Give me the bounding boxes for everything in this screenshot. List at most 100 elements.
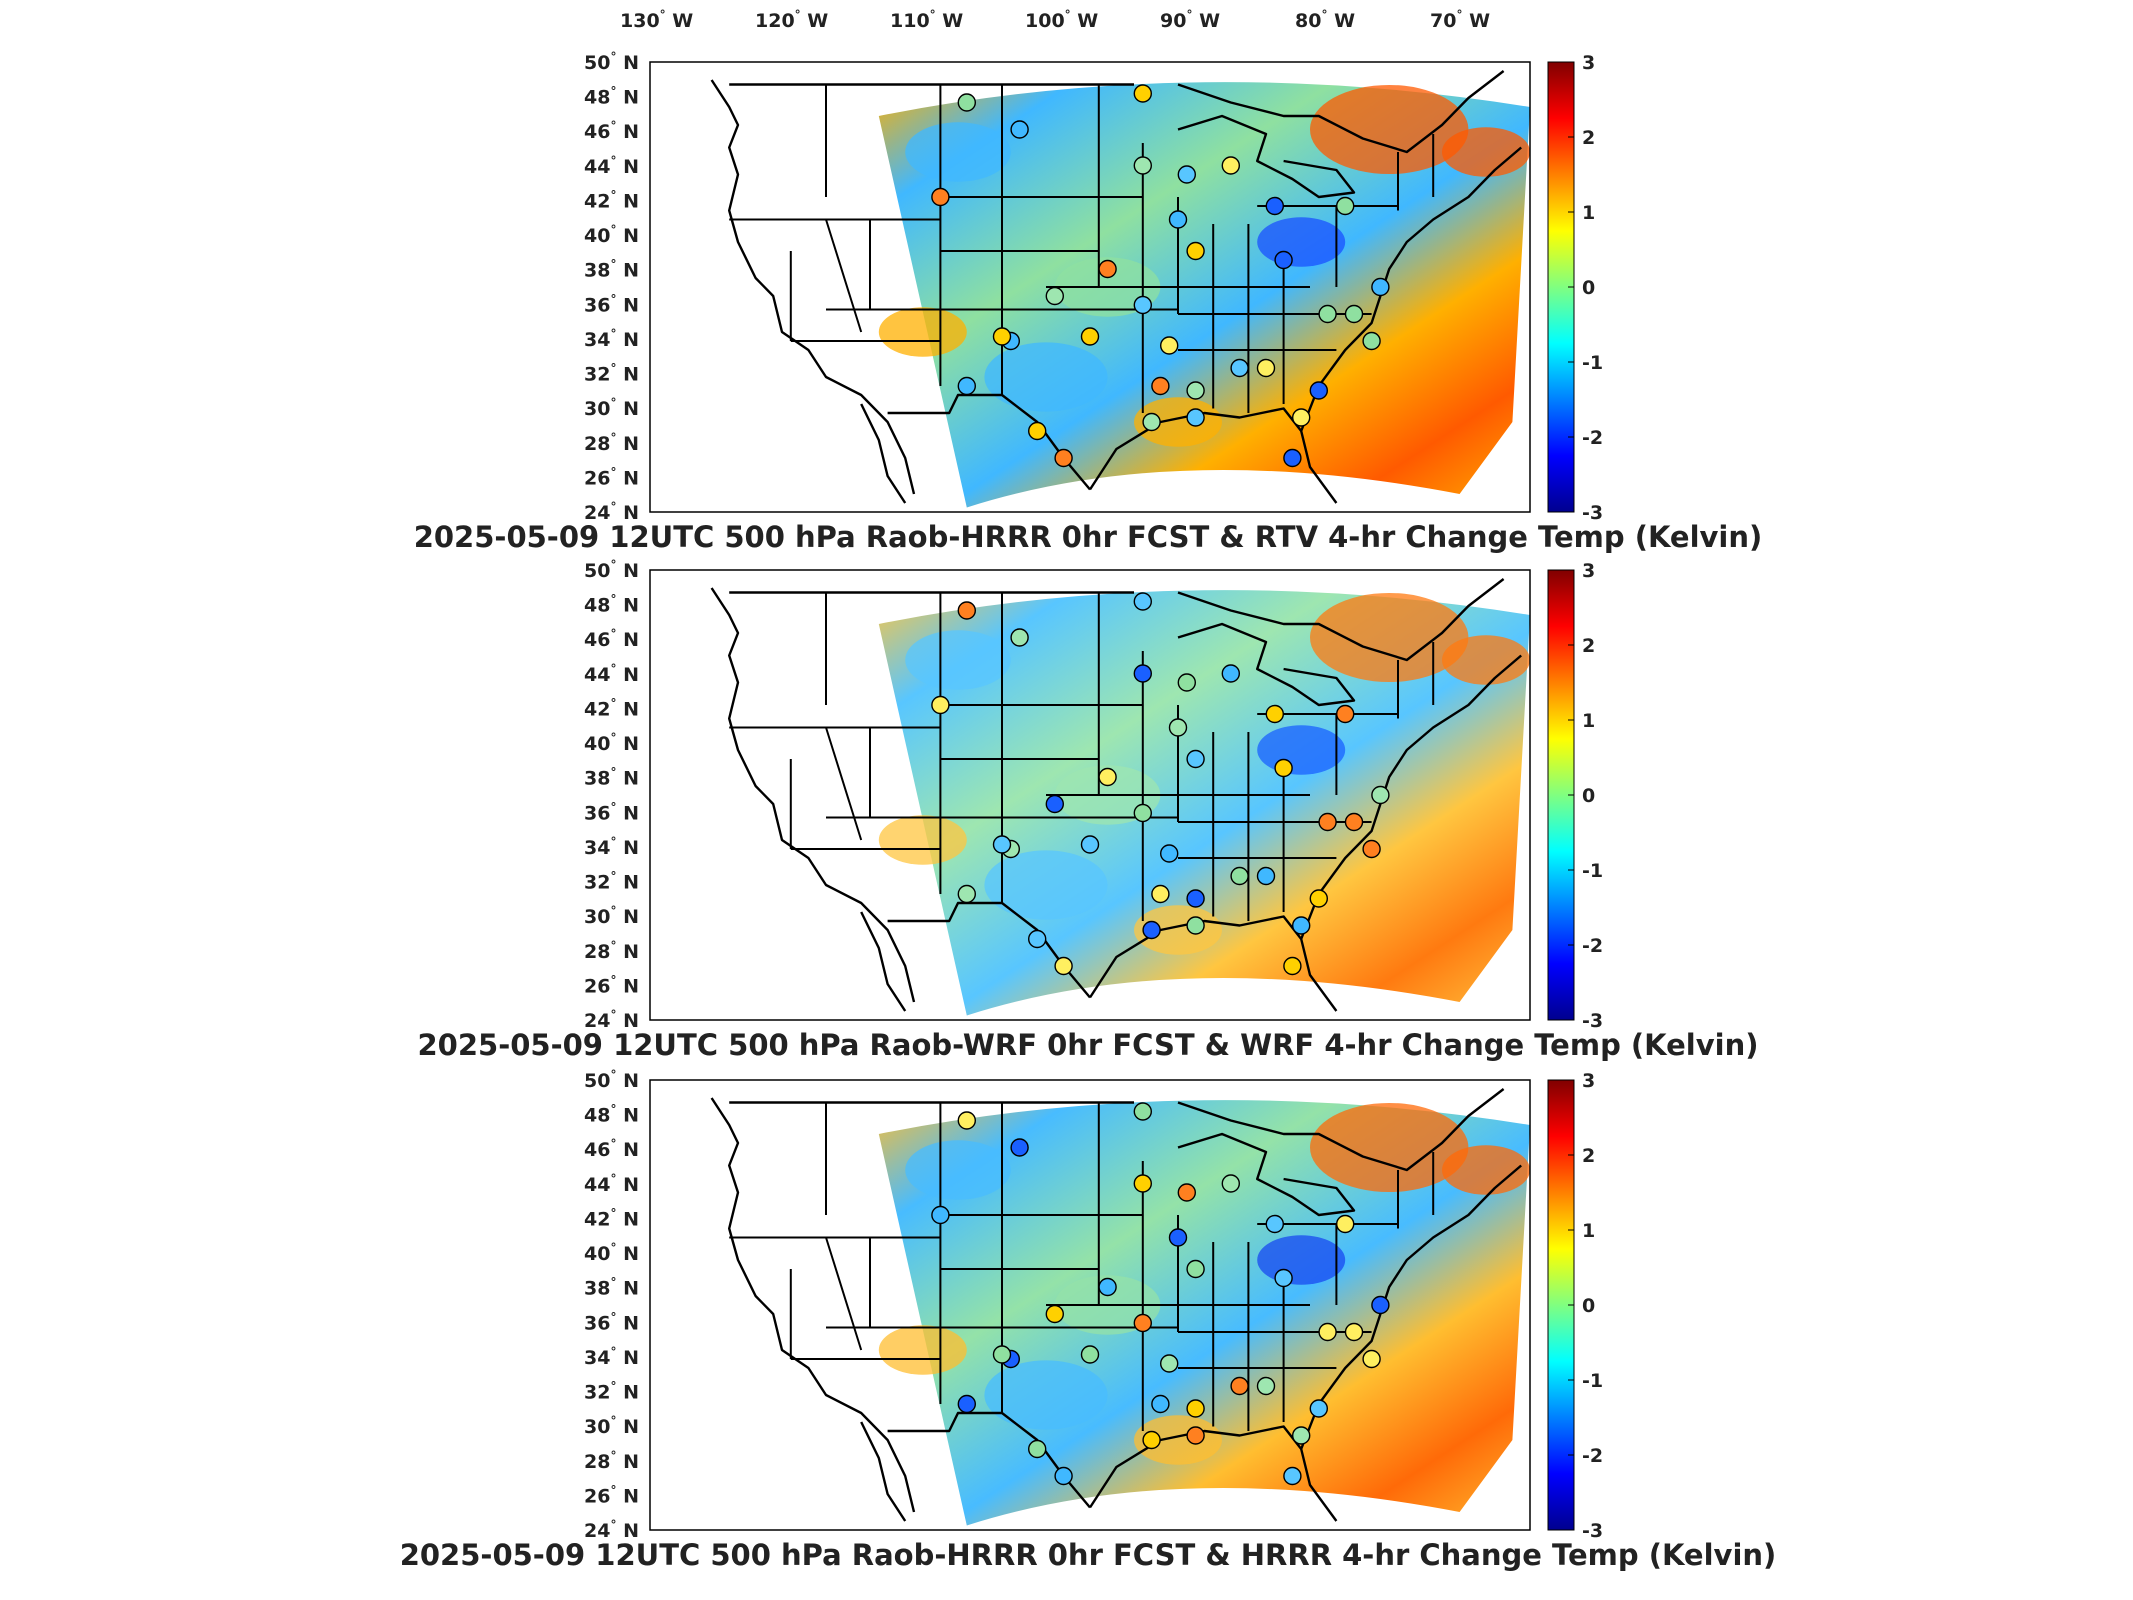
raob-station-marker: [1362, 331, 1381, 351]
raob-station-marker: [1027, 1439, 1047, 1459]
raob-station-marker: [1010, 628, 1029, 647]
longitude-label: 90° W: [1160, 8, 1220, 32]
raob-station-marker: [1168, 210, 1188, 229]
raob-station-marker: [1230, 1376, 1249, 1396]
longitude-label: 120° W: [755, 8, 828, 32]
field-anomaly: [984, 342, 1108, 412]
raob-station-marker: [992, 327, 1012, 346]
raob-station-marker: [1344, 1322, 1364, 1342]
field-anomaly: [878, 815, 967, 865]
field-anomaly: [1442, 635, 1530, 685]
raob-station-marker: [1186, 1399, 1205, 1418]
coastline: [1177, 622, 1356, 707]
raob-station-marker: [1265, 196, 1285, 216]
latitude-label: 24° N: [584, 1518, 639, 1542]
latitude-label: 28° N: [584, 939, 639, 963]
field-anomaly: [1442, 1145, 1530, 1195]
colorbar-tick-label: 3: [1582, 560, 1595, 582]
colorbar-tick-label: -3: [1582, 1520, 1603, 1542]
colorbar-tick-label: 2: [1582, 127, 1595, 149]
raob-station-marker: [1168, 718, 1188, 737]
longitude-labels: 130° W 120° W 110° W 100° W 90° W 80° W …: [620, 8, 1490, 32]
state-border: [825, 219, 863, 333]
raob-station-marker: [1265, 1214, 1285, 1234]
latitude-label: 24° N: [584, 1008, 639, 1032]
latitude-label: 50° N: [584, 50, 639, 74]
latitude-label: 36° N: [584, 1310, 639, 1334]
field-anomaly: [1442, 127, 1530, 177]
coastline: [1177, 578, 1505, 662]
coastline: [710, 587, 916, 1003]
raob-station-marker: [1230, 358, 1249, 378]
longitude-label: 80° W: [1295, 8, 1355, 32]
raob-station-marker: [1309, 1399, 1329, 1418]
latitude-label: 34° N: [584, 835, 639, 859]
colorbar-tick-label: 0: [1582, 1295, 1595, 1317]
raob-station-marker: [1186, 749, 1205, 769]
latitude-label: 42° N: [584, 188, 639, 212]
latitude-label: 34° N: [584, 1345, 639, 1369]
coastline: [1088, 407, 1338, 504]
coastline: [1177, 1132, 1356, 1217]
field-anomaly: [1257, 217, 1346, 267]
raob-station-marker: [992, 835, 1012, 854]
latitude-label: 46° N: [584, 119, 639, 143]
colorbar-tick-label: 1: [1582, 202, 1595, 224]
raob-station-marker: [1133, 1102, 1153, 1121]
colorbar-tick-label: 3: [1582, 52, 1595, 74]
raob-station-marker: [1151, 376, 1170, 396]
latitude-label: 30° N: [584, 904, 639, 928]
colorbar-tick-label: 1: [1582, 710, 1595, 732]
raob-station-marker: [957, 93, 976, 112]
raob-station-marker: [1142, 412, 1161, 432]
colorbar-tick-label: -2: [1582, 935, 1603, 957]
raob-station-marker: [1186, 408, 1205, 427]
latitude-label: 44° N: [584, 662, 639, 686]
latitude-label: 40° N: [584, 223, 639, 247]
raob-station-marker: [1177, 165, 1197, 184]
raob-station-marker: [1221, 156, 1241, 175]
latitude-label: 32° N: [584, 870, 639, 894]
coastline: [1088, 1425, 1338, 1522]
raob-station-marker: [1283, 448, 1302, 468]
raob-station-marker: [1133, 84, 1153, 103]
raob-station-marker: [1159, 844, 1179, 863]
field-anomaly: [905, 630, 1011, 690]
raob-station-marker: [1133, 1313, 1153, 1333]
map-panel: 50° N 48° N 46° N 44° N 42° N 40° N 38° N 36° N…: [414, 50, 1763, 554]
raob-station-marker: [1274, 758, 1293, 778]
field-anomaly: [878, 307, 967, 357]
raob-station-marker: [992, 1345, 1012, 1364]
latitude-label: 46° N: [584, 627, 639, 651]
latitude-label: 30° N: [584, 1414, 639, 1438]
raob-station-marker: [957, 884, 976, 904]
raob-station-marker: [1256, 358, 1276, 378]
colorbar-tick-label: 0: [1582, 277, 1595, 299]
raob-station-marker: [1186, 241, 1205, 261]
raob-station-marker: [1027, 929, 1047, 949]
colorbar-tick-label: -2: [1582, 427, 1603, 449]
raob-station-marker: [1027, 421, 1047, 441]
colorbar-tick-label: -1: [1582, 1370, 1603, 1392]
raob-station-marker: [1098, 1277, 1117, 1297]
coastline: [710, 79, 916, 495]
field-anomaly: [1310, 84, 1469, 175]
raob-station-marker: [1098, 259, 1117, 279]
latitude-label: 36° N: [584, 800, 639, 824]
raob-station-marker: [1133, 156, 1153, 175]
raob-station-marker: [1186, 889, 1205, 908]
latitude-label: 28° N: [584, 1449, 639, 1473]
latitude-label: 48° N: [584, 593, 639, 617]
raob-station-marker: [1133, 803, 1153, 823]
raob-station-marker: [1371, 785, 1390, 805]
raob-station-marker: [1291, 408, 1311, 427]
raob-station-marker: [1318, 304, 1337, 324]
latitude-label: 42° N: [584, 696, 639, 720]
colorbar-tick-label: -2: [1582, 1445, 1603, 1467]
latitude-label: 50° N: [584, 558, 639, 582]
coastline: [1300, 654, 1522, 940]
longitude-label: 100° W: [1025, 8, 1098, 32]
raob-station-marker: [1265, 704, 1285, 724]
raob-station-marker: [1291, 1426, 1311, 1445]
